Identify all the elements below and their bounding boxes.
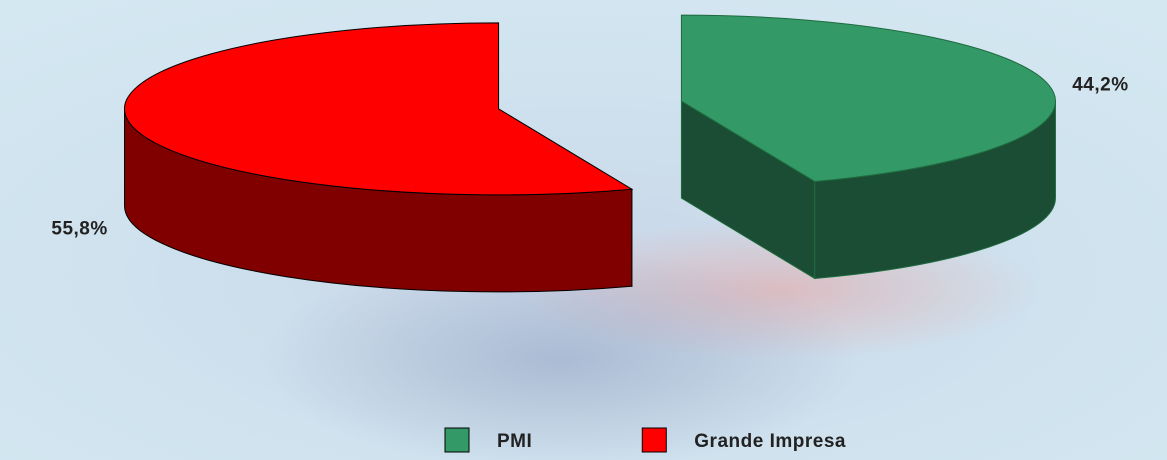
legend-label: PMI: [497, 431, 532, 452]
pie: 44,2% 55,8%: [51, 14, 1128, 293]
slice-top: [124, 22, 634, 196]
data-label: 55,8%: [51, 218, 107, 239]
slice-top: [680, 14, 1056, 182]
legend-label: Grande Impresa: [694, 431, 846, 452]
legend-swatch: [444, 427, 470, 453]
data-label: 44,2%: [1072, 75, 1128, 96]
legend-swatch: [641, 427, 667, 453]
background-blur: [260, 250, 860, 460]
legend: PMI Grande Impresa: [444, 427, 846, 453]
